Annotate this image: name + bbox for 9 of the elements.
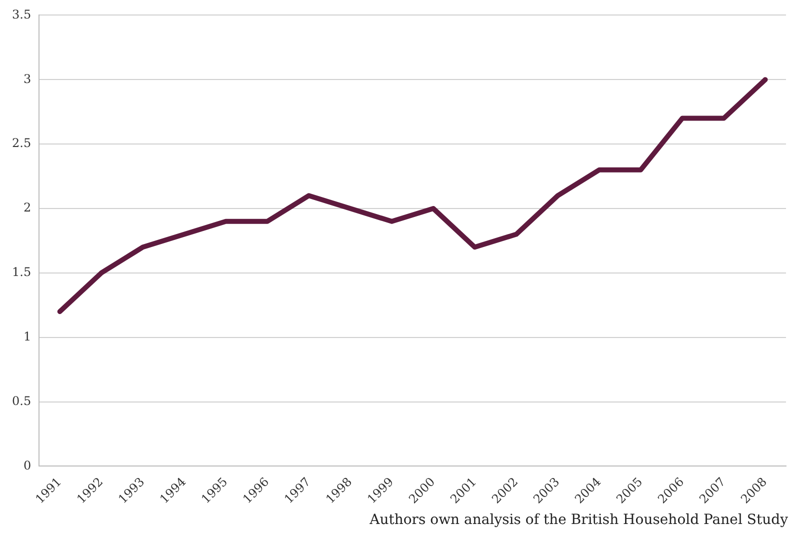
y-tick-label: 0 <box>23 458 32 472</box>
y-tick-label: 2.5 <box>12 136 32 150</box>
y-tick-label: 3 <box>23 72 32 86</box>
text: Authors own analysis of the British Household Panel Study <box>370 512 788 528</box>
y-tick-label: 0.5 <box>12 394 32 408</box>
y-tick-label: 3.5 <box>12 7 32 22</box>
y-tick-label: 1 <box>23 329 32 344</box>
y-tick-label: 1.5 <box>12 265 32 280</box>
y-tick-label: 2 <box>23 200 32 215</box>
